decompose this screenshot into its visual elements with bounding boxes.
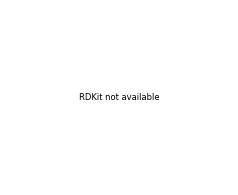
Text: RDKit not available: RDKit not available bbox=[79, 93, 159, 102]
